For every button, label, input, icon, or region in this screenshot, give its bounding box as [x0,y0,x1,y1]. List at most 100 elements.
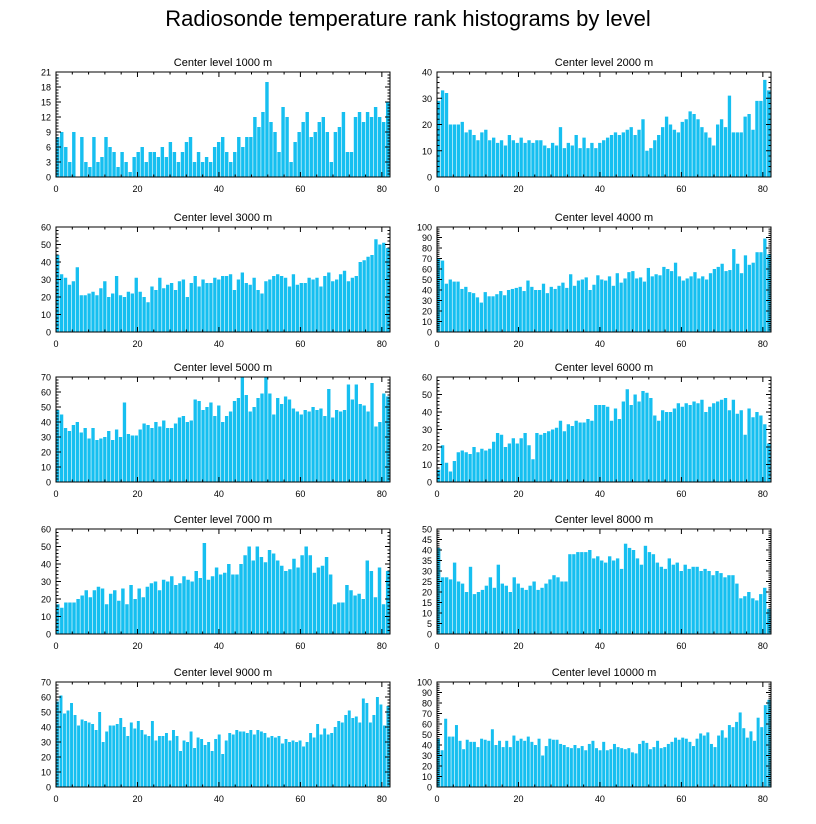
bar [515,142,519,177]
x-tick-label: 80 [758,641,768,651]
y-tick-label: 20 [422,307,432,317]
bar [501,747,505,787]
bars [56,82,390,177]
bar [154,290,158,332]
bar [284,739,288,787]
bar [495,433,500,482]
bar [763,424,767,482]
bar [605,750,609,787]
bar [688,741,692,787]
bar [598,142,602,177]
bar [671,564,675,634]
bar [747,264,751,332]
x-tick-label: 20 [513,184,523,194]
bar [80,137,84,177]
bar [490,729,494,787]
bar [354,716,358,787]
bars [437,543,771,634]
bar [680,406,684,482]
bar [562,431,567,482]
bar [456,124,460,177]
bar [708,137,712,177]
bar [472,594,477,634]
bar [511,438,515,482]
bar [607,556,612,634]
bar [236,279,241,332]
bar [164,733,168,787]
bar [108,725,112,787]
bar [668,124,673,177]
bar [95,295,99,332]
bar [170,576,174,634]
bar [111,293,115,332]
y-tick-label: 30 [422,751,432,761]
bar [308,555,313,634]
bar [621,401,626,482]
bar [323,728,327,787]
bar [373,107,378,177]
bar [572,554,576,634]
bar [562,148,567,177]
bar [619,282,623,332]
y-tick-label: 40 [41,418,51,428]
y-tick-label: 0 [427,630,432,640]
bar [727,410,732,482]
bar [316,724,320,787]
bar [738,712,742,787]
bar [580,279,584,332]
bar [617,135,622,177]
bar [350,399,355,482]
bar [657,420,661,482]
bar [239,564,243,634]
bar [143,734,147,787]
bar [759,100,763,177]
y-tick-label: 12 [41,113,51,123]
bar [576,552,580,634]
bar [743,116,747,177]
bar [545,293,550,332]
histogram-panel-7: Center level 7000 m 0 10 20 30 40 50 60 0 20 40 60 8… [41,514,391,651]
bar [483,739,487,787]
bar [212,147,217,177]
bar [663,568,668,634]
bar [440,90,445,177]
bar [660,127,665,177]
bar [492,441,496,482]
bar [326,734,330,787]
bar [464,286,468,332]
bar [98,712,102,787]
bar [267,550,272,634]
bar [378,422,382,482]
x-tick-label: 0 [434,339,439,349]
bar [334,279,339,332]
bar [196,152,201,177]
bar [464,132,468,177]
bar [158,426,162,482]
bar [452,281,456,332]
bar [207,742,211,787]
y-tick-label: 10 [41,463,51,473]
bar [276,274,280,332]
bar [256,290,260,332]
x-tick-label: 40 [214,489,224,499]
bar [535,140,539,177]
bar [540,587,544,634]
bar [192,162,197,177]
bar [507,443,512,482]
bar [685,278,689,332]
bar [173,290,178,332]
bar [285,117,289,177]
x-tick-label: 0 [53,489,58,499]
bar [161,579,166,634]
bar [257,127,261,177]
bar [767,254,771,332]
bar [447,736,451,787]
bar [697,278,701,332]
x-tick-label: 60 [676,794,686,804]
y-tick-label: 21 [41,68,51,78]
bar [759,252,763,332]
bar [350,277,355,332]
bar [684,403,688,482]
bar [269,122,273,177]
bar [488,448,492,482]
